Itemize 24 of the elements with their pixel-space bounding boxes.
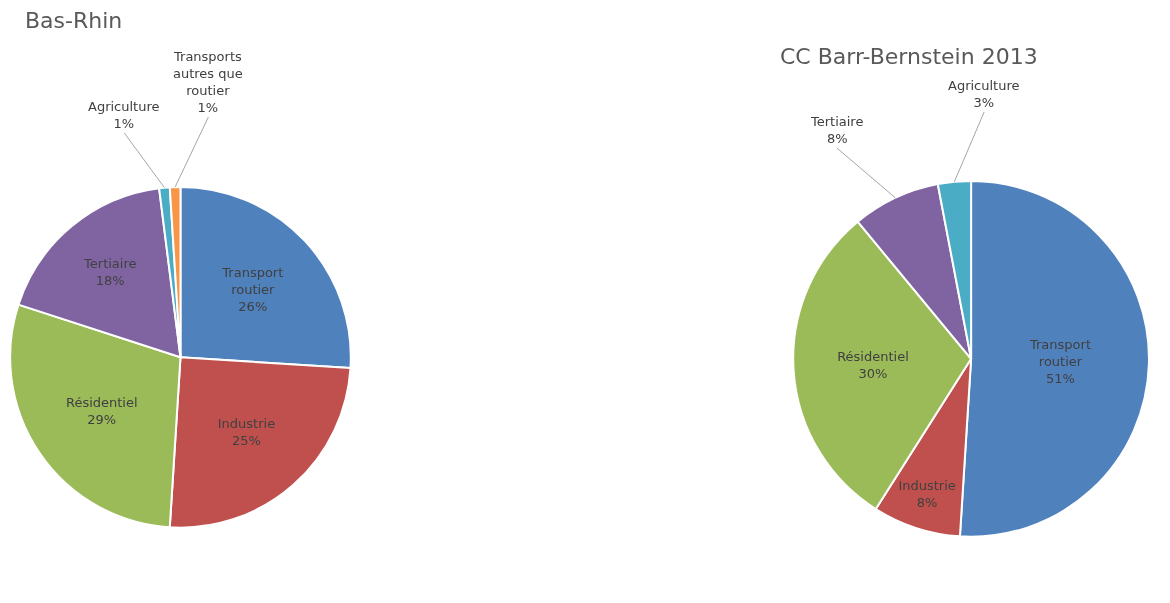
data-label: 8% xyxy=(916,495,938,511)
data-label: 1% xyxy=(113,115,135,131)
slice-label: Agriculture xyxy=(948,78,1020,93)
data-label: 26% xyxy=(238,299,268,315)
slice-label: Résidentiel xyxy=(65,394,138,410)
data-label: 29% xyxy=(87,411,117,427)
slice-label: Transport routier xyxy=(1028,337,1092,370)
data-label: 1% xyxy=(197,99,219,115)
slice-label: Tertiaire xyxy=(810,114,864,129)
chart-title: CC Barr-Bernstein 2013 xyxy=(780,44,1038,69)
slice-label: Industrie xyxy=(898,478,956,494)
slice-label: Industrie xyxy=(217,416,276,432)
data-label: 30% xyxy=(858,365,888,381)
data-label: 51% xyxy=(1046,370,1075,386)
data-label: 3% xyxy=(973,94,995,110)
data-label: 8% xyxy=(826,130,848,146)
slice-label: Transport routier xyxy=(221,265,284,298)
slice-label: Transports autres que routier xyxy=(173,49,243,98)
data-label: 18% xyxy=(95,272,125,288)
slice-label: Résidentiel xyxy=(837,349,909,365)
slice-label: Agriculture xyxy=(88,99,160,114)
slice-label: Tertiaire xyxy=(83,255,137,271)
data-label: 25% xyxy=(232,433,261,449)
chart-title: Bas-Rhin xyxy=(25,8,123,33)
